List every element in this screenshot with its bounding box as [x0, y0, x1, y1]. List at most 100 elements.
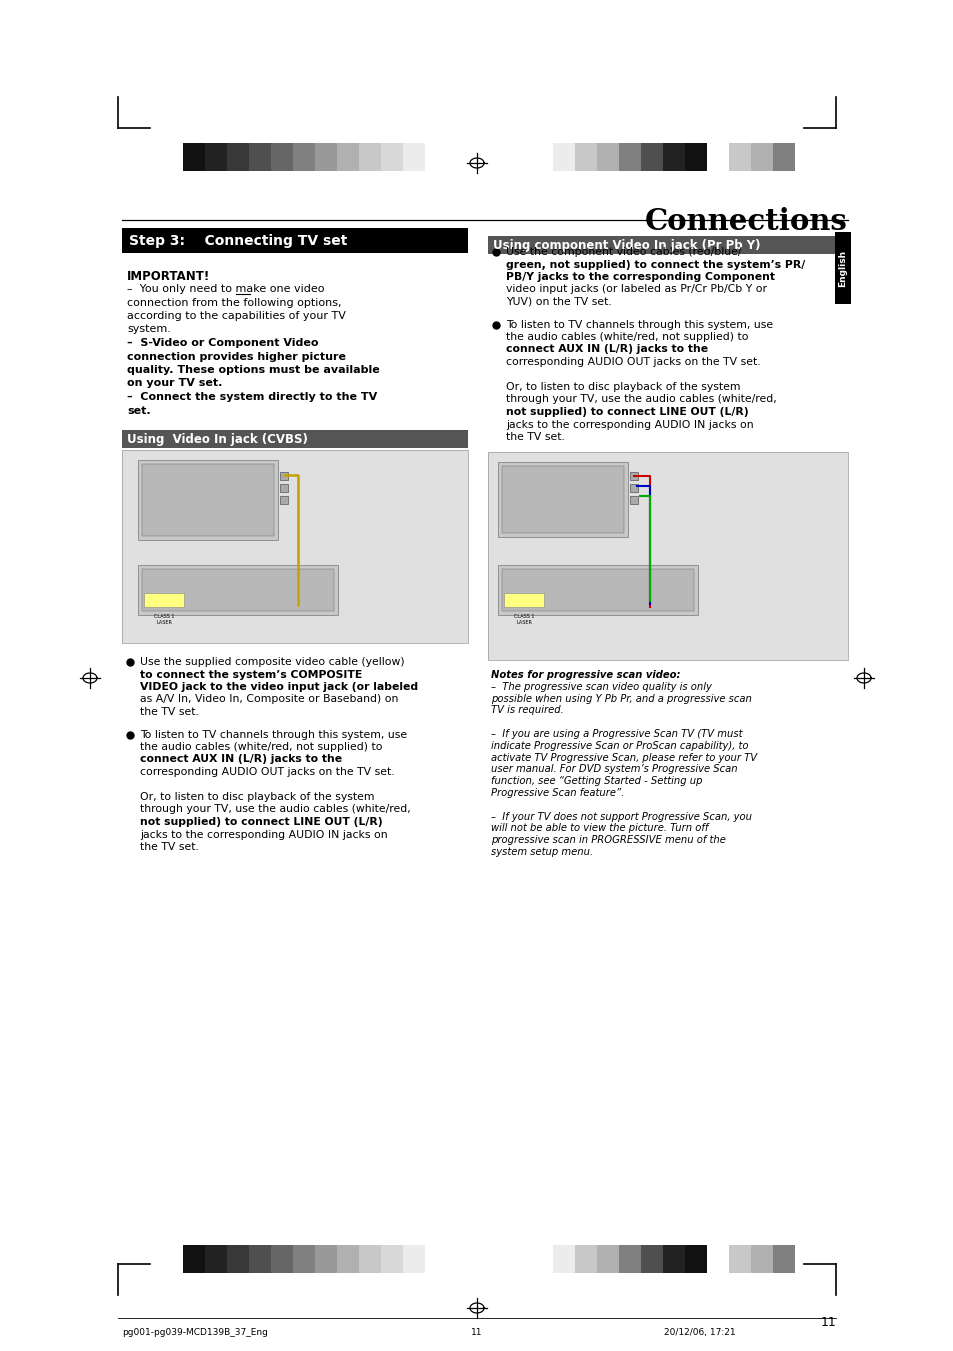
Bar: [122, 430, 468, 449]
Bar: [314, 143, 336, 172]
Text: connect AUX IN (L/R) jacks to the: connect AUX IN (L/R) jacks to the: [140, 754, 342, 765]
Text: Connections: Connections: [644, 207, 847, 236]
Bar: [640, 1246, 662, 1273]
Bar: [142, 569, 334, 611]
Text: connection from the following options,: connection from the following options,: [127, 297, 341, 308]
Bar: [750, 143, 772, 172]
Bar: [750, 1246, 772, 1273]
Bar: [501, 466, 623, 534]
Text: the TV set.: the TV set.: [140, 842, 198, 852]
Bar: [227, 143, 249, 172]
Bar: [183, 1246, 205, 1273]
Text: Step 3:    Connecting TV set: Step 3: Connecting TV set: [129, 234, 347, 247]
Text: not supplied) to connect LINE OUT (L/R): not supplied) to connect LINE OUT (L/R): [140, 817, 382, 827]
Text: VIDEO jack to the video input jack (or labeled: VIDEO jack to the video input jack (or l…: [140, 682, 417, 692]
Text: through your TV, use the audio cables (white/red,: through your TV, use the audio cables (w…: [505, 394, 776, 404]
Text: jacks to the corresponding AUDIO IN jacks on: jacks to the corresponding AUDIO IN jack…: [140, 830, 387, 839]
Bar: [488, 453, 847, 661]
Text: quality. These options must be available: quality. These options must be available: [127, 365, 379, 376]
Text: user manual. For DVD system’s Progressive Scan: user manual. For DVD system’s Progressiv…: [491, 765, 737, 774]
Bar: [553, 1246, 575, 1273]
Text: –  Connect the system directly to the TV: – Connect the system directly to the TV: [127, 392, 376, 403]
Text: IMPORTANT!: IMPORTANT!: [127, 270, 210, 282]
Text: 11: 11: [471, 1328, 482, 1337]
Bar: [271, 143, 293, 172]
Text: corresponding AUDIO OUT jacks on the TV set.: corresponding AUDIO OUT jacks on the TV …: [505, 357, 760, 367]
Text: to connect the system’s COMPOSITE: to connect the system’s COMPOSITE: [140, 670, 362, 680]
Bar: [380, 143, 402, 172]
Bar: [280, 496, 288, 504]
Bar: [380, 1246, 402, 1273]
Bar: [205, 143, 227, 172]
Bar: [249, 143, 271, 172]
Text: will not be able to view the picture. Turn off: will not be able to view the picture. Tu…: [491, 823, 708, 834]
Bar: [501, 569, 693, 611]
Text: Or, to listen to disc playback of the system: Or, to listen to disc playback of the sy…: [505, 382, 740, 392]
Bar: [402, 1246, 424, 1273]
Bar: [358, 1246, 380, 1273]
Bar: [629, 484, 638, 492]
Bar: [728, 143, 750, 172]
Text: 11: 11: [820, 1316, 835, 1329]
Bar: [144, 593, 184, 607]
Bar: [358, 143, 380, 172]
Bar: [575, 1246, 597, 1273]
Text: on your TV set.: on your TV set.: [127, 378, 222, 389]
Bar: [424, 143, 447, 172]
Text: Using component Video In jack (Pr Pb Y): Using component Video In jack (Pr Pb Y): [493, 239, 760, 251]
Text: Use the supplied composite video cable (yellow): Use the supplied composite video cable (…: [140, 657, 404, 667]
Text: according to the capabilities of your TV: according to the capabilities of your TV: [127, 311, 346, 322]
Text: function, see “Getting Started - Setting up: function, see “Getting Started - Setting…: [491, 777, 701, 786]
Text: To listen to TV channels through this system, use: To listen to TV channels through this sy…: [140, 730, 407, 739]
Text: not supplied) to connect LINE OUT (L/R): not supplied) to connect LINE OUT (L/R): [505, 407, 748, 417]
Bar: [772, 1246, 794, 1273]
Text: the TV set.: the TV set.: [505, 432, 564, 442]
Bar: [706, 1246, 728, 1273]
Text: Use the component video cables (red/blue/: Use the component video cables (red/blue…: [505, 247, 740, 257]
Text: TV is required.: TV is required.: [491, 705, 563, 716]
Bar: [553, 143, 575, 172]
Bar: [424, 1246, 447, 1273]
Text: system setup menu.: system setup menu.: [491, 847, 593, 857]
Text: Progressive Scan feature”.: Progressive Scan feature”.: [491, 788, 623, 798]
Text: the TV set.: the TV set.: [140, 707, 198, 717]
Bar: [293, 143, 314, 172]
Bar: [122, 450, 468, 643]
Bar: [834, 232, 850, 304]
Text: Notes for progressive scan video:: Notes for progressive scan video:: [491, 670, 679, 680]
Bar: [336, 1246, 358, 1273]
Bar: [772, 143, 794, 172]
Text: pg001-pg039-MCD139B_37_Eng: pg001-pg039-MCD139B_37_Eng: [122, 1328, 268, 1337]
Bar: [629, 496, 638, 504]
Text: set.: set.: [127, 405, 151, 416]
Bar: [597, 1246, 618, 1273]
Bar: [402, 143, 424, 172]
Text: PB/Y jacks to the corresponding Component: PB/Y jacks to the corresponding Componen…: [505, 272, 774, 282]
Text: English: English: [838, 250, 846, 286]
Bar: [271, 1246, 293, 1273]
Bar: [280, 484, 288, 492]
Text: 20/12/06, 17:21: 20/12/06, 17:21: [663, 1328, 735, 1337]
Bar: [497, 565, 698, 615]
Text: as A/V In, Video In, Composite or Baseband) on: as A/V In, Video In, Composite or Baseba…: [140, 694, 398, 704]
Bar: [280, 471, 288, 480]
Bar: [122, 450, 468, 643]
Bar: [183, 143, 205, 172]
Bar: [684, 143, 706, 172]
Text: –  If your TV does not support Progressive Scan, you: – If your TV does not support Progressiv…: [491, 812, 751, 821]
Bar: [488, 236, 847, 254]
Bar: [336, 143, 358, 172]
Text: –  If you are using a Progressive Scan TV (TV must: – If you are using a Progressive Scan TV…: [491, 730, 741, 739]
Text: connect AUX IN (L/R) jacks to the: connect AUX IN (L/R) jacks to the: [505, 345, 707, 354]
Bar: [503, 593, 543, 607]
Text: the audio cables (white/red, not supplied) to: the audio cables (white/red, not supplie…: [505, 332, 748, 342]
Bar: [662, 143, 684, 172]
Text: possible when using Y Pb Pr, and a progressive scan: possible when using Y Pb Pr, and a progr…: [491, 693, 751, 704]
Bar: [575, 143, 597, 172]
Text: jacks to the corresponding AUDIO IN jacks on: jacks to the corresponding AUDIO IN jack…: [505, 420, 753, 430]
Text: –  You only need to make one video: – You only need to make one video: [127, 284, 324, 295]
Bar: [314, 1246, 336, 1273]
Bar: [249, 1246, 271, 1273]
Bar: [728, 1246, 750, 1273]
Bar: [488, 453, 847, 661]
